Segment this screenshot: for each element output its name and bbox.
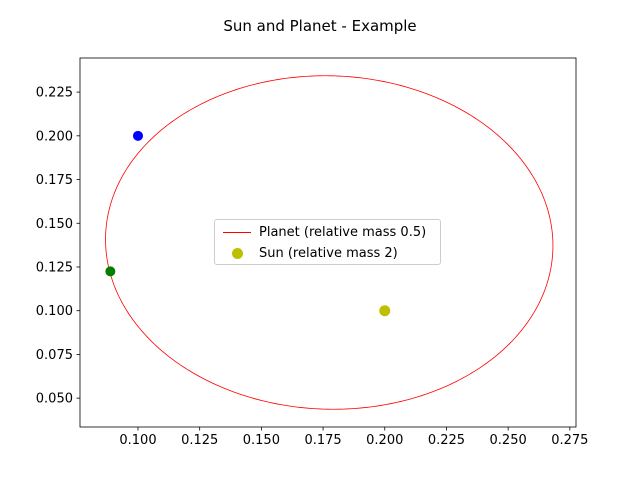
x-tick-label: 0.275 xyxy=(551,433,588,448)
legend: Planet (relative mass 0.5) Sun (relative… xyxy=(214,219,441,265)
y-tick-label: 0.200 xyxy=(36,129,73,144)
legend-marker-swatch xyxy=(231,247,243,259)
x-tick-label: 0.250 xyxy=(490,433,527,448)
y-tick-label: 0.100 xyxy=(36,304,73,319)
legend-line-swatch xyxy=(223,231,251,233)
y-tick-label: 0.175 xyxy=(36,173,73,188)
x-tick-label: 0.100 xyxy=(119,433,156,448)
y-tick-label: 0.150 xyxy=(36,217,73,232)
legend-label-planet: Planet (relative mass 0.5) xyxy=(259,224,427,240)
axes-frame xyxy=(79,57,577,428)
x-tick-label: 0.225 xyxy=(428,433,465,448)
y-tick-label: 0.225 xyxy=(36,86,73,101)
legend-label-sun: Sun (relative mass 2) xyxy=(259,245,398,261)
x-tick-label: 0.175 xyxy=(304,433,341,448)
y-tick-label: 0.125 xyxy=(36,260,73,275)
legend-item-sun: Sun (relative mass 2) xyxy=(223,244,398,262)
sun-marker xyxy=(379,305,391,317)
legend-item-planet: Planet (relative mass 0.5) xyxy=(223,223,426,241)
x-tick-label: 0.150 xyxy=(243,433,280,448)
chart-title: Sun and Planet - Example xyxy=(223,17,417,35)
green-point-marker xyxy=(105,266,116,277)
blue-point-marker xyxy=(132,130,143,141)
x-tick-label: 0.200 xyxy=(366,433,403,448)
y-tick-label: 0.075 xyxy=(36,348,73,363)
x-tick-label: 0.125 xyxy=(181,433,218,448)
y-tick-label: 0.050 xyxy=(36,392,73,407)
